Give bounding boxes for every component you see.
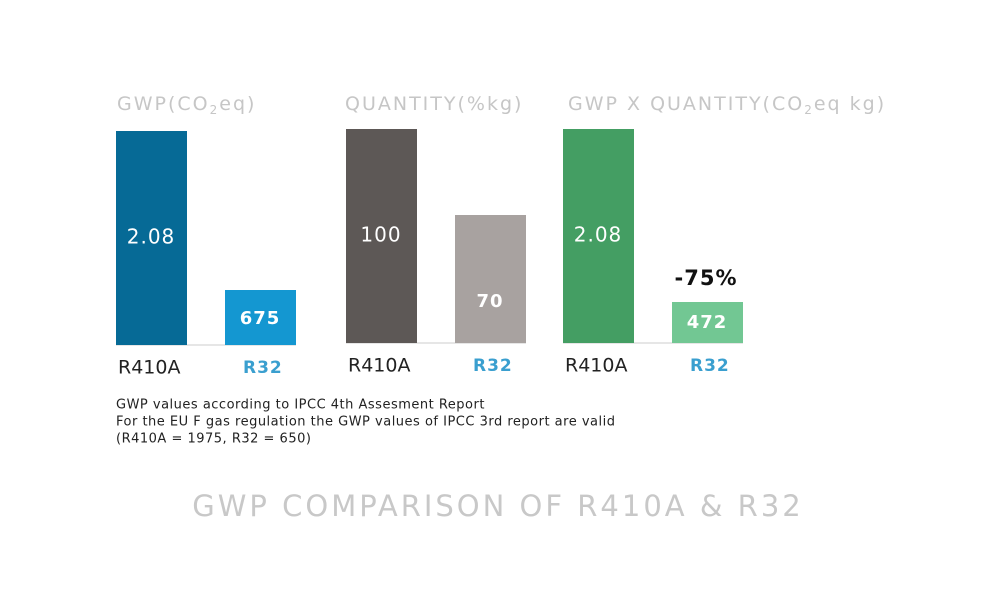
title-part: eq kg): [814, 93, 886, 115]
bar: [225, 290, 296, 345]
bar-label: 675: [240, 308, 281, 329]
panel-title: GWP X QUANTITY(CO2eq kg): [568, 93, 886, 117]
category-label: R32: [473, 356, 513, 376]
footer-title: GWP COMPARISON OF R410A & R32: [192, 489, 803, 523]
bar: [672, 302, 743, 343]
bar: [563, 129, 634, 343]
bar: [455, 215, 526, 343]
title-subscript: 2: [804, 103, 814, 117]
category-label: R410A: [348, 355, 410, 377]
bar-label: 472: [687, 312, 728, 333]
note: (R410A = 1975, R32 = 650): [116, 432, 311, 447]
annotation: -75%: [675, 266, 738, 290]
bar-label: 100: [360, 223, 401, 247]
category-label: R410A: [565, 355, 627, 377]
panel-title: QUANTITY(%kg): [345, 93, 523, 115]
category-label: R32: [690, 356, 730, 376]
title-subscript: 2: [210, 103, 220, 117]
note: For the EU F gas regulation the GWP valu…: [116, 415, 615, 430]
bar-label: 2.08: [574, 223, 623, 247]
bar-label: 70: [476, 291, 503, 312]
title-part: GWP X QUANTITY(CO: [568, 93, 804, 115]
bar: [116, 131, 187, 345]
note: GWP values according to IPCC 4th Assesme…: [116, 398, 485, 413]
title-part: eq): [219, 93, 256, 115]
title-part: GWP(CO: [117, 93, 210, 115]
bar-label: 2.08: [127, 225, 176, 249]
category-label: R410A: [118, 357, 180, 379]
bar: [346, 129, 417, 343]
category-label: R32: [243, 358, 283, 378]
panel-title: GWP(CO2eq): [117, 93, 256, 117]
title-part: QUANTITY(%kg): [345, 93, 523, 115]
